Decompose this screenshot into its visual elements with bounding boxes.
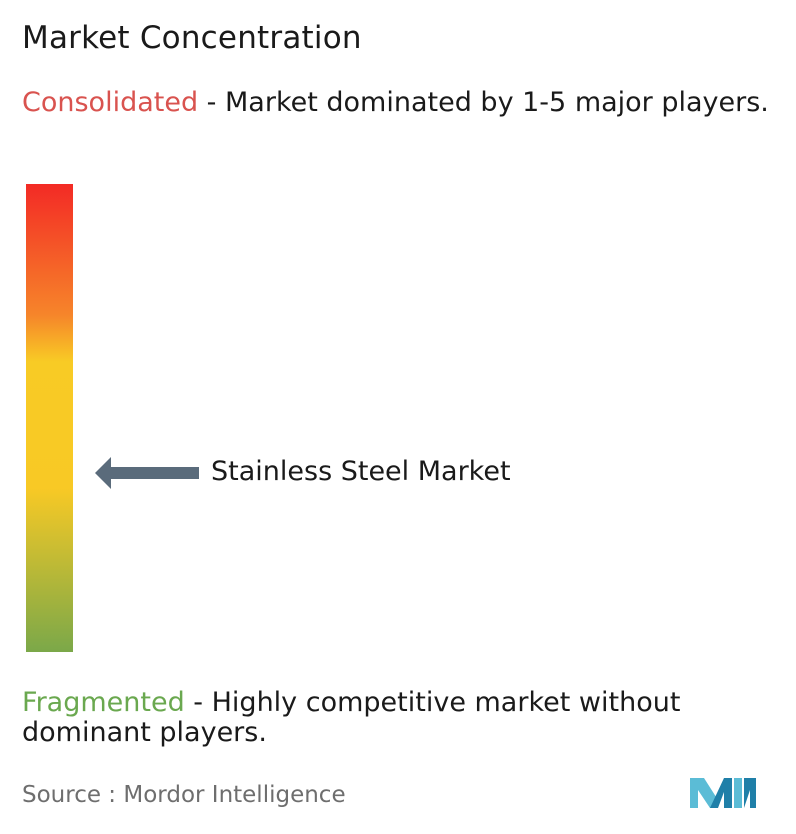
consolidated-description: Consolidated - Market dominated by 1-5 m… <box>22 88 792 118</box>
concentration-scale-bar <box>26 184 73 652</box>
consolidated-label: Consolidated <box>22 87 199 118</box>
source-prefix: Source : <box>22 782 124 808</box>
market-marker-label: Stainless Steel Market <box>211 456 511 487</box>
marker-arrow-icon <box>95 457 199 489</box>
consolidated-text: - Market dominated by 1-5 major players. <box>198 87 769 118</box>
fragmented-text: - Highly competitive market without domi… <box>22 687 681 748</box>
fragmented-description: Fragmented - Highly competitive market w… <box>22 688 792 748</box>
page-title: Market Concentration <box>22 20 362 56</box>
source-credit: Source : Mordor Intelligence <box>22 782 346 808</box>
fragmented-label: Fragmented <box>22 687 185 718</box>
mordor-intelligence-logo-icon <box>690 778 756 808</box>
source-name: Mordor Intelligence <box>123 782 346 808</box>
